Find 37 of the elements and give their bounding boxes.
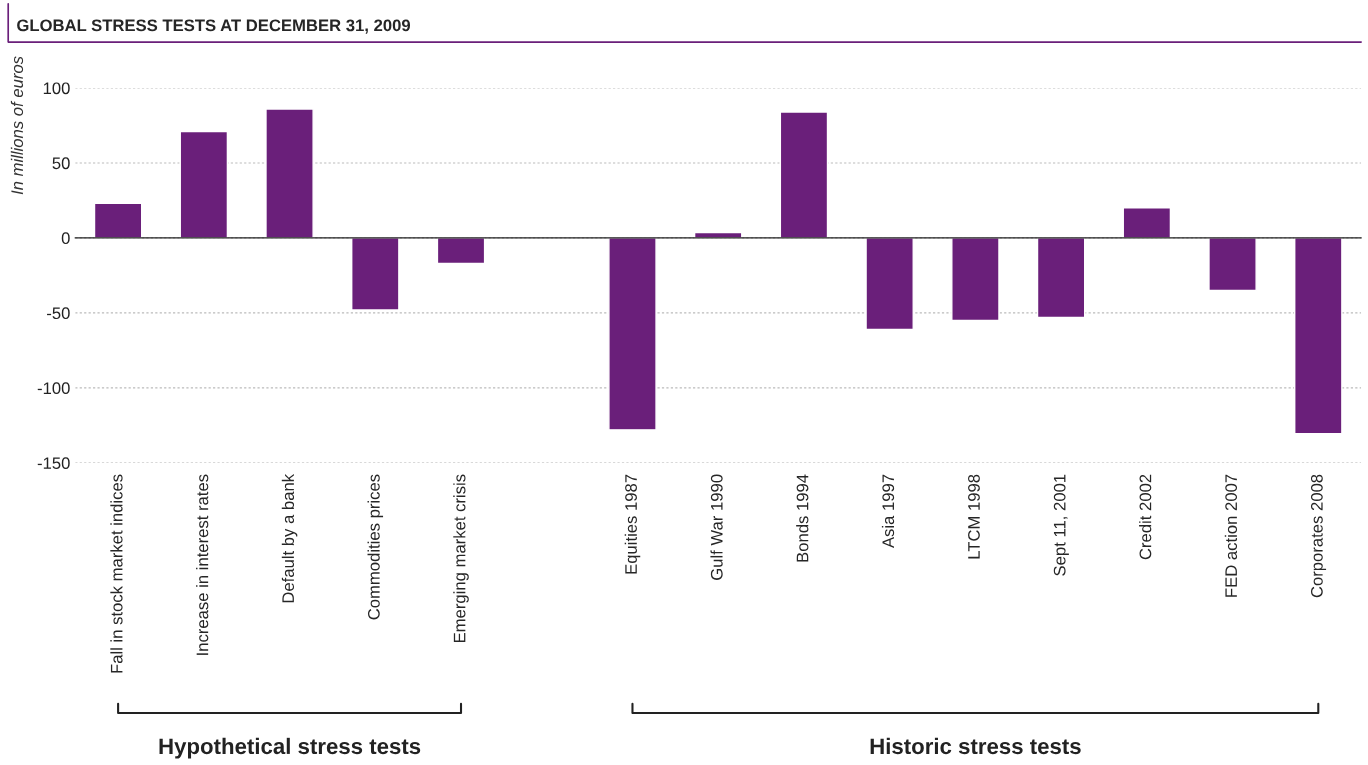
bar [1294, 237, 1343, 435]
y-tick-label: 100 [43, 82, 70, 95]
bar [1122, 207, 1172, 239]
bar [779, 111, 829, 239]
bar [1208, 237, 1257, 292]
y-tick-label: -100 [37, 382, 70, 395]
x-tick-label: Credit 2002 [1139, 474, 1152, 560]
y-tick-label: -50 [47, 307, 70, 320]
text: Hypothetical stress tests [159, 737, 421, 759]
x-tick-label: Commodities prices [367, 474, 384, 620]
y-axis-title: In millions of euros [10, 56, 24, 195]
y-tick-label: 0 [61, 232, 70, 245]
x-tick-label: Default by a bank [281, 473, 298, 603]
chart-title: GLOBAL STRESS TESTS AT DECEMBER 31, 2009 [17, 19, 411, 34]
bar [179, 130, 229, 239]
bar [608, 237, 657, 431]
x-tick-label: Sept 11, 2001 [1053, 474, 1069, 576]
y-tick-label: 50 [52, 157, 70, 170]
bar [436, 237, 486, 265]
x-tick-label: Corporates 2008 [1310, 474, 1327, 598]
bar [351, 237, 400, 311]
y-tick-label: -150 [37, 457, 70, 470]
x-tick-label: Asia 1997 [881, 474, 895, 549]
bar [93, 202, 143, 239]
x-tick-label: Equities 1987 [624, 474, 641, 574]
bar [265, 108, 314, 239]
bar [1036, 237, 1086, 319]
x-tick-label: Emerging market crisis [453, 474, 469, 643]
text: Historic stress tests [870, 737, 1081, 755]
x-tick-label: LTCM 1998 [968, 474, 980, 559]
x-tick-label: Gulf War 1990 [710, 474, 723, 580]
bar [951, 237, 1000, 322]
x-tick-label: Bonds 1994 [796, 474, 809, 562]
x-tick-label: Fall in stock market indices [110, 474, 123, 673]
x-tick-label: FED action 2007 [1224, 474, 1238, 597]
x-tick-label: Increase in interest rates [196, 474, 209, 655]
bar [865, 237, 914, 331]
